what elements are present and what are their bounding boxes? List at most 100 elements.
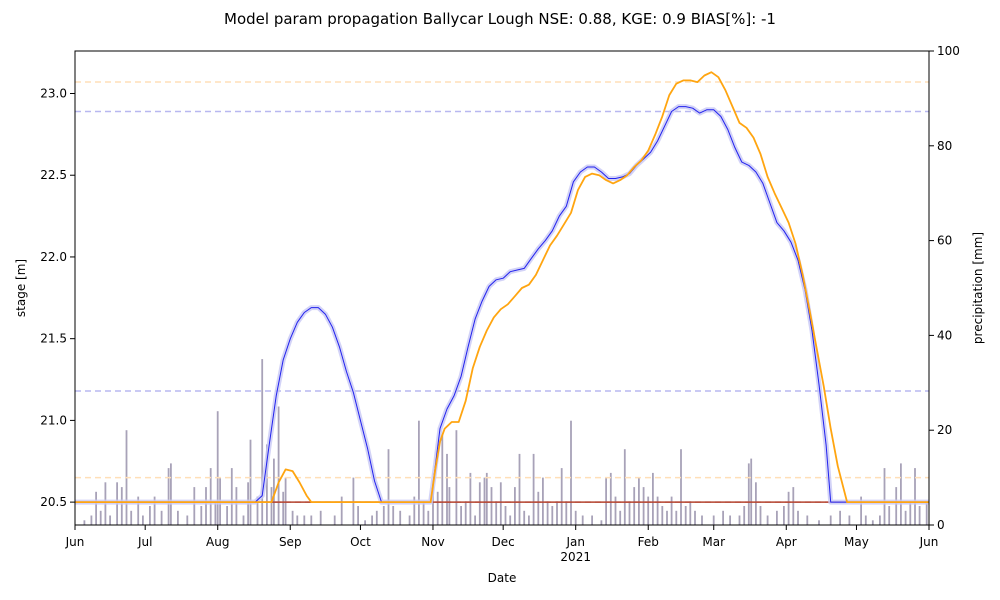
precip-bar (560, 468, 563, 525)
precip-bar (542, 477, 544, 525)
y-axis-left: 20.5 21.0 21.5 22.0 22.5 23.0 (40, 86, 75, 509)
precip-bar (427, 510, 430, 525)
x-tick-label: Nov (421, 535, 444, 549)
precip-bar (120, 487, 123, 525)
plot-frame (74, 50, 930, 526)
precip-bar (570, 420, 572, 525)
precip-bar (495, 501, 498, 525)
precip-bar (755, 482, 757, 525)
precip-bar (694, 510, 696, 525)
precip-bar (537, 491, 540, 525)
precip-bar (205, 487, 207, 525)
precip-bar (591, 515, 593, 525)
precip-bar (177, 510, 179, 525)
precip-bar (214, 501, 217, 525)
precip-bar (441, 434, 444, 525)
precip-bar (888, 506, 891, 525)
precip-bar (216, 411, 219, 525)
precip-bar (684, 506, 687, 525)
precip-bar (614, 496, 617, 525)
precip-bar (918, 506, 921, 525)
precip-bar (109, 515, 111, 525)
y2-tick-label: 20 (937, 423, 952, 437)
precip-bar (738, 515, 741, 525)
precip-bar (432, 482, 434, 525)
precip-bar (883, 468, 886, 525)
precip-bar (556, 501, 558, 525)
simulated-uncertainty-band (75, 104, 929, 505)
precip-bar (565, 501, 568, 525)
precip-bar (448, 487, 451, 525)
precip-bar (170, 463, 172, 525)
precip-bar (277, 406, 280, 525)
precip-bar (652, 472, 654, 525)
x-tick-label: Oct (350, 535, 371, 549)
x-tick-label: Sep (279, 535, 302, 549)
precip-bar (340, 496, 343, 525)
precip-bar (446, 453, 448, 525)
y2-axis-label: precipitation [mm] (971, 232, 985, 344)
precip-bar (266, 444, 268, 525)
precip-bar (99, 510, 102, 525)
precip-bar (167, 468, 170, 525)
y-tick-label: 20.5 (40, 495, 67, 509)
precip-bar (925, 501, 928, 525)
precip-bar (638, 477, 640, 525)
precip-bar (848, 515, 851, 525)
precip-bar (656, 496, 659, 525)
precip-bar (871, 520, 874, 525)
precip-bar (518, 453, 521, 525)
precip-bar (200, 506, 203, 525)
precip-bar (787, 491, 790, 525)
y2-tick-label: 60 (937, 234, 952, 248)
precip-bar (153, 496, 156, 525)
y-tick-label: 21.5 (40, 332, 67, 346)
precip-bar (514, 487, 516, 525)
x-tick-label: Feb (638, 535, 659, 549)
x-year-label: 2021 (560, 550, 591, 564)
x-tick-label: Aug (206, 535, 229, 549)
precip-bar (528, 515, 530, 525)
precip-bar (382, 506, 385, 525)
reference-lines (75, 81, 929, 503)
precip-bar (860, 496, 862, 525)
precip-bar (226, 506, 228, 525)
precip-bar (900, 463, 902, 525)
x-tick-label: Apr (776, 535, 797, 549)
precip-bar (142, 515, 144, 525)
precip-bar (666, 510, 668, 525)
precip-bar (436, 491, 439, 525)
precip-bar (712, 515, 715, 525)
precip-bar (422, 501, 425, 525)
precip-bar (689, 501, 692, 525)
precip-bar (319, 510, 322, 525)
precip-bar (474, 515, 476, 525)
precip-bar (729, 515, 731, 525)
precip-bar (149, 506, 151, 525)
precip-bar (509, 515, 512, 525)
precip-bar (532, 453, 535, 525)
precip-bar (747, 463, 750, 525)
chart-title: Model param propagation Ballycar Lough N… (224, 10, 776, 28)
precip-bar (609, 472, 612, 525)
precip-bar (249, 439, 252, 525)
precip-bar (242, 515, 245, 525)
y-tick-label: 22.0 (40, 250, 67, 264)
y-tick-label: 22.5 (40, 168, 67, 182)
x-axis: Jun Jul Aug Sep Oct Nov Dec Jan Feb Mar Apr May Jun 2… (65, 525, 938, 564)
precip-bar (485, 472, 488, 525)
precip-bar (399, 510, 402, 525)
precip-bar (209, 468, 212, 525)
precip-bar (818, 520, 820, 525)
precip-bar (282, 491, 285, 525)
precip-bar (90, 515, 93, 525)
precip-bar (364, 520, 366, 525)
precip-bar (408, 515, 411, 525)
precip-bar (647, 496, 650, 525)
precip-bar (864, 515, 867, 525)
x-tick-label: Jun (65, 535, 85, 549)
precip-bar (909, 501, 912, 525)
precip-bar (256, 496, 259, 525)
observed-series-line (75, 71, 929, 503)
